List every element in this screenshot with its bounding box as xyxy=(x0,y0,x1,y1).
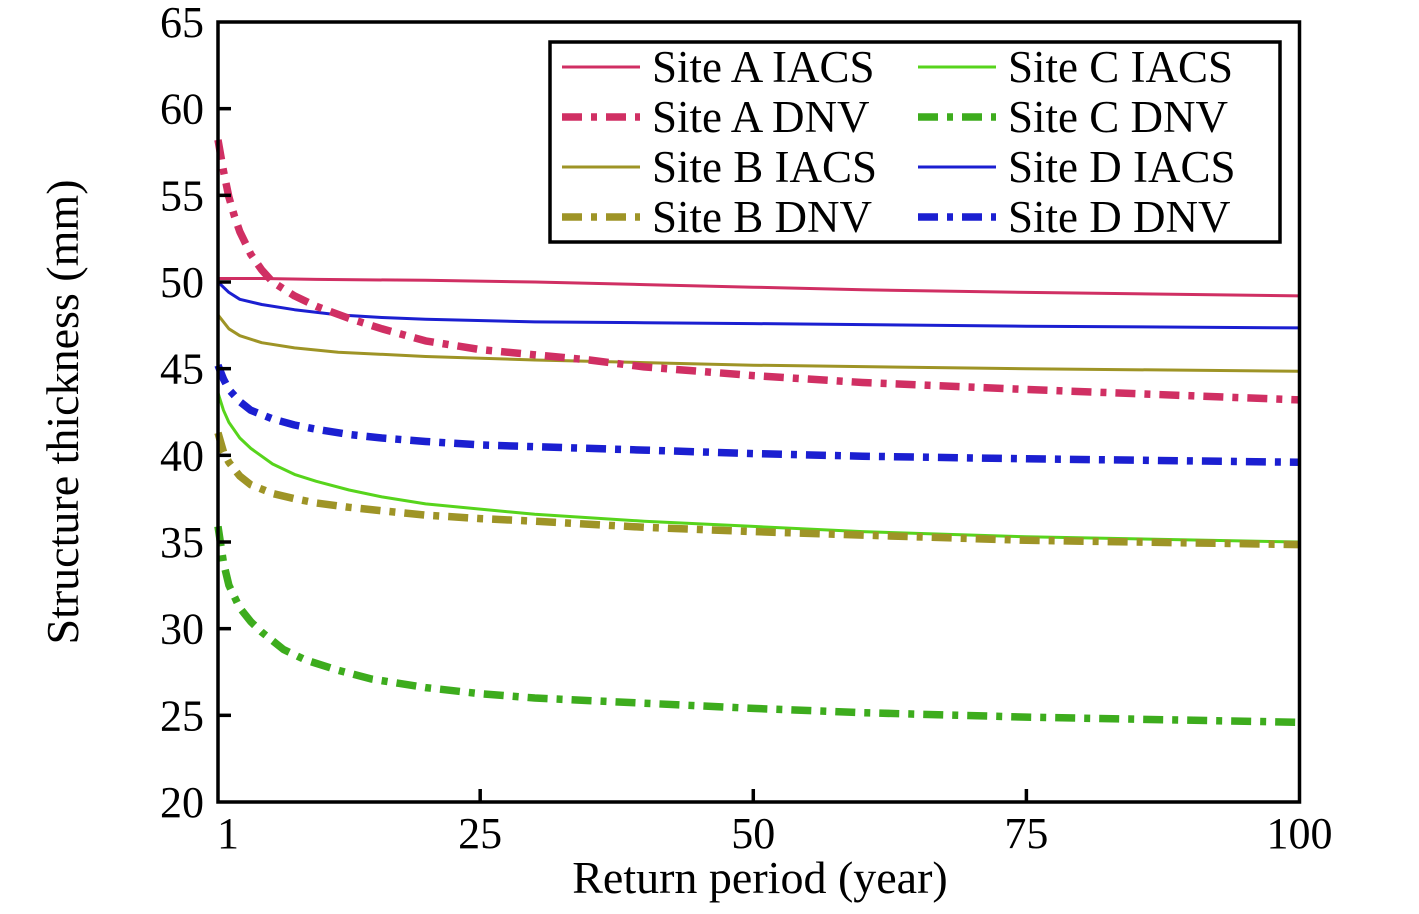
y-tick-label-55: 55 xyxy=(160,171,204,220)
x-tick-label-75: 75 xyxy=(1004,809,1048,858)
y-tick-label-35: 35 xyxy=(160,518,204,567)
legend-label-site-c-dnv: Site C DNV xyxy=(1008,92,1228,142)
legend-label-site-c-iacs: Site C IACS xyxy=(1008,42,1233,92)
legend-label-site-a-iacs: Site A IACS xyxy=(652,42,875,92)
x-tick-label-1: 1 xyxy=(217,809,239,858)
y-tick-label-25: 25 xyxy=(160,691,204,740)
y-tick-label-30: 30 xyxy=(160,605,204,654)
x-tick-label-100: 100 xyxy=(1267,809,1333,858)
series-line-site-a-iacs xyxy=(218,277,1300,298)
series-line-site-c-dnv xyxy=(214,525,1300,727)
series-line-site-b-dnv xyxy=(214,431,1300,549)
series-line-site-c-iacs xyxy=(216,392,1300,544)
legend-label-site-d-iacs: Site D IACS xyxy=(1008,142,1236,192)
y-axis-title: Structure thickness (mm) xyxy=(37,179,88,644)
x-axis-title: Return period (year) xyxy=(572,852,948,903)
y-tick-label-50: 50 xyxy=(160,258,204,307)
y-tick-label-45: 45 xyxy=(160,345,204,394)
legend-label-site-b-dnv: Site B DNV xyxy=(652,192,872,242)
y-tick-label-40: 40 xyxy=(160,431,204,480)
y-tick-label-20: 20 xyxy=(160,778,204,827)
y-tick-label-60: 60 xyxy=(160,85,204,134)
series-line-site-d-dnv xyxy=(214,363,1300,467)
legend-box xyxy=(548,40,1282,244)
x-tick-label-50: 50 xyxy=(731,809,775,858)
legend-label-site-b-iacs: Site B IACS xyxy=(652,142,877,192)
y-tick-label-65: 65 xyxy=(160,0,204,47)
plot-frame xyxy=(216,20,1302,804)
x-tick-label-25: 25 xyxy=(458,809,502,858)
series-line-site-b-iacs xyxy=(216,313,1300,373)
legend-label-site-a-dnv: Site A DNV xyxy=(652,92,870,142)
series-line-site-d-iacs xyxy=(216,280,1300,330)
legend-label-site-d-dnv: Site D DNV xyxy=(1008,192,1231,242)
